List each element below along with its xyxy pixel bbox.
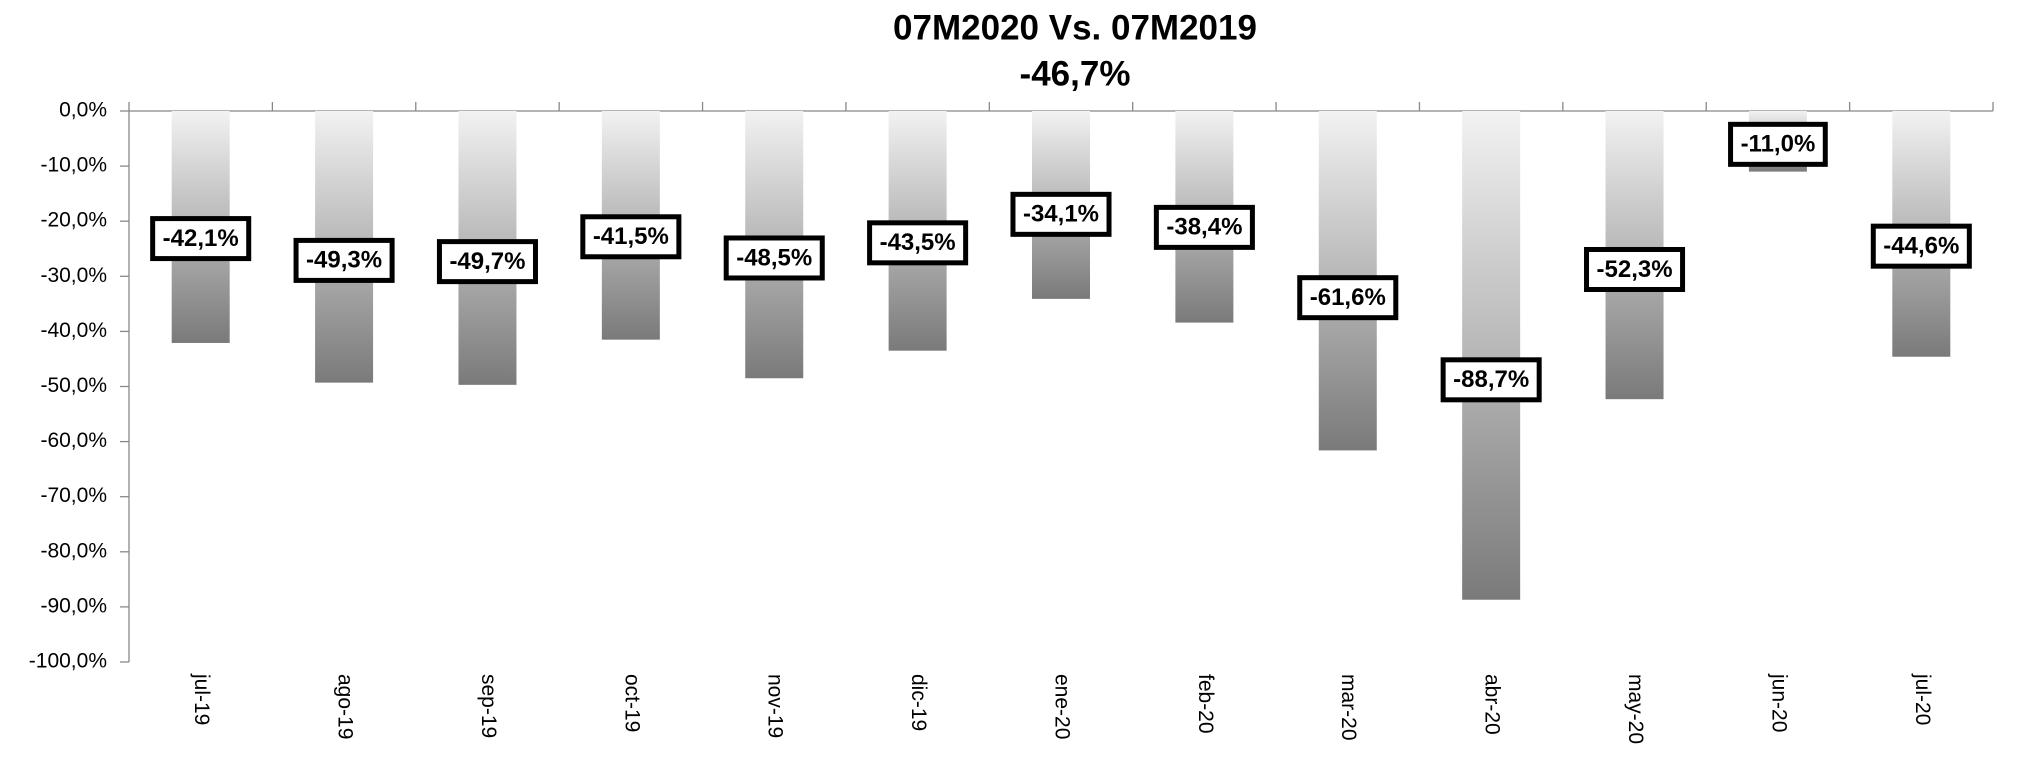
y-tick-label: -10,0%	[40, 154, 107, 177]
x-tick-label: oct-19	[620, 674, 643, 732]
data-label: -11,0%	[1741, 131, 1816, 158]
chart-subtitle: -46,7%	[1020, 54, 1131, 93]
y-tick-label: -90,0%	[40, 594, 107, 617]
data-label-box	[723, 235, 825, 281]
chart-title: 07M2020 Vs. 07M2019	[893, 8, 1257, 47]
y-tick-label: -60,0%	[40, 429, 107, 452]
data-label-box	[436, 239, 538, 285]
y-tick-label: -40,0%	[40, 319, 107, 342]
data-label: -61,6%	[1310, 284, 1386, 311]
x-tick-label: ene-20	[1050, 674, 1073, 739]
data-label-box	[293, 237, 395, 283]
y-tick-label: -100,0%	[29, 650, 107, 673]
data-label: -48,5%	[736, 244, 812, 271]
x-tick-label: jun-20	[1767, 673, 1790, 732]
x-tick-label: abr-20	[1481, 674, 1504, 735]
x-tick-label: jul-19	[190, 673, 213, 725]
y-tick-label: 0,0%	[59, 99, 107, 122]
bar	[1462, 111, 1521, 600]
data-label-box	[1010, 191, 1112, 237]
data-label: -88,7%	[1453, 366, 1529, 393]
data-label-box	[867, 220, 969, 266]
x-tick-label: jul-20	[1911, 673, 1934, 725]
x-tick-label: dic-19	[907, 674, 930, 731]
y-tick-label: -50,0%	[40, 374, 107, 397]
data-label: -52,3%	[1597, 256, 1673, 283]
x-tick-label: feb-20	[1194, 674, 1217, 734]
x-tick-label: mar-20	[1337, 674, 1360, 741]
y-tick-label: -80,0%	[40, 539, 107, 562]
data-label-box	[1870, 223, 1972, 269]
data-label: -44,6%	[1883, 233, 1959, 260]
data-label-box	[1728, 121, 1828, 167]
y-tick-label: -20,0%	[40, 209, 107, 232]
data-label: -34,1%	[1023, 201, 1099, 228]
data-label-box	[1584, 246, 1686, 292]
data-label: -38,4%	[1166, 214, 1242, 241]
x-tick-label: sep-19	[477, 674, 500, 738]
data-label: -41,5%	[593, 223, 669, 250]
data-label: -42,1%	[163, 225, 239, 252]
data-label-box	[580, 214, 682, 260]
data-label-box	[1440, 357, 1542, 403]
data-label-box	[150, 216, 252, 262]
y-tick-label: -70,0%	[40, 484, 107, 507]
y-tick-label: -30,0%	[40, 264, 107, 287]
data-label-box	[1153, 204, 1255, 250]
x-tick-label: may-20	[1624, 674, 1647, 744]
x-tick-label: ago-19	[334, 674, 357, 739]
data-label: -43,5%	[880, 229, 956, 256]
data-label: -49,3%	[306, 247, 382, 274]
data-label-box	[1297, 275, 1399, 321]
data-label: -49,7%	[449, 248, 525, 275]
x-tick-label: nov-19	[764, 674, 787, 738]
